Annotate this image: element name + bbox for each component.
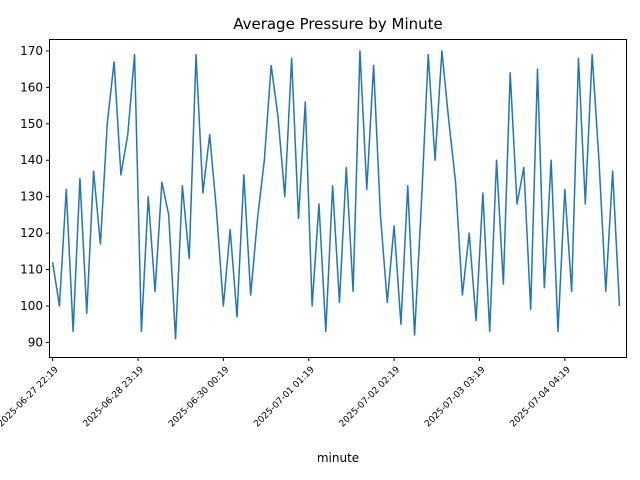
y-tick-label: 140 [20, 153, 43, 167]
y-tick-label: 170 [20, 44, 43, 58]
y-tick-label: 160 [20, 80, 43, 94]
y-axis: 90 100 110 120 130 140 150 160 170 [20, 44, 50, 349]
y-tick-label: 90 [28, 335, 43, 349]
x-axis-label: minute [317, 451, 359, 465]
y-tick-label: 130 [20, 190, 43, 204]
chart-title: Average Pressure by Minute [233, 15, 443, 33]
series-line-0 [51, 50, 621, 340]
y-tick-label: 110 [20, 263, 43, 277]
y-tick-label: 150 [20, 117, 43, 131]
plot-area-frame [49, 39, 627, 358]
y-tick-label: 100 [20, 299, 43, 313]
y-tick-label: 120 [20, 226, 43, 240]
series-layer [51, 50, 621, 340]
